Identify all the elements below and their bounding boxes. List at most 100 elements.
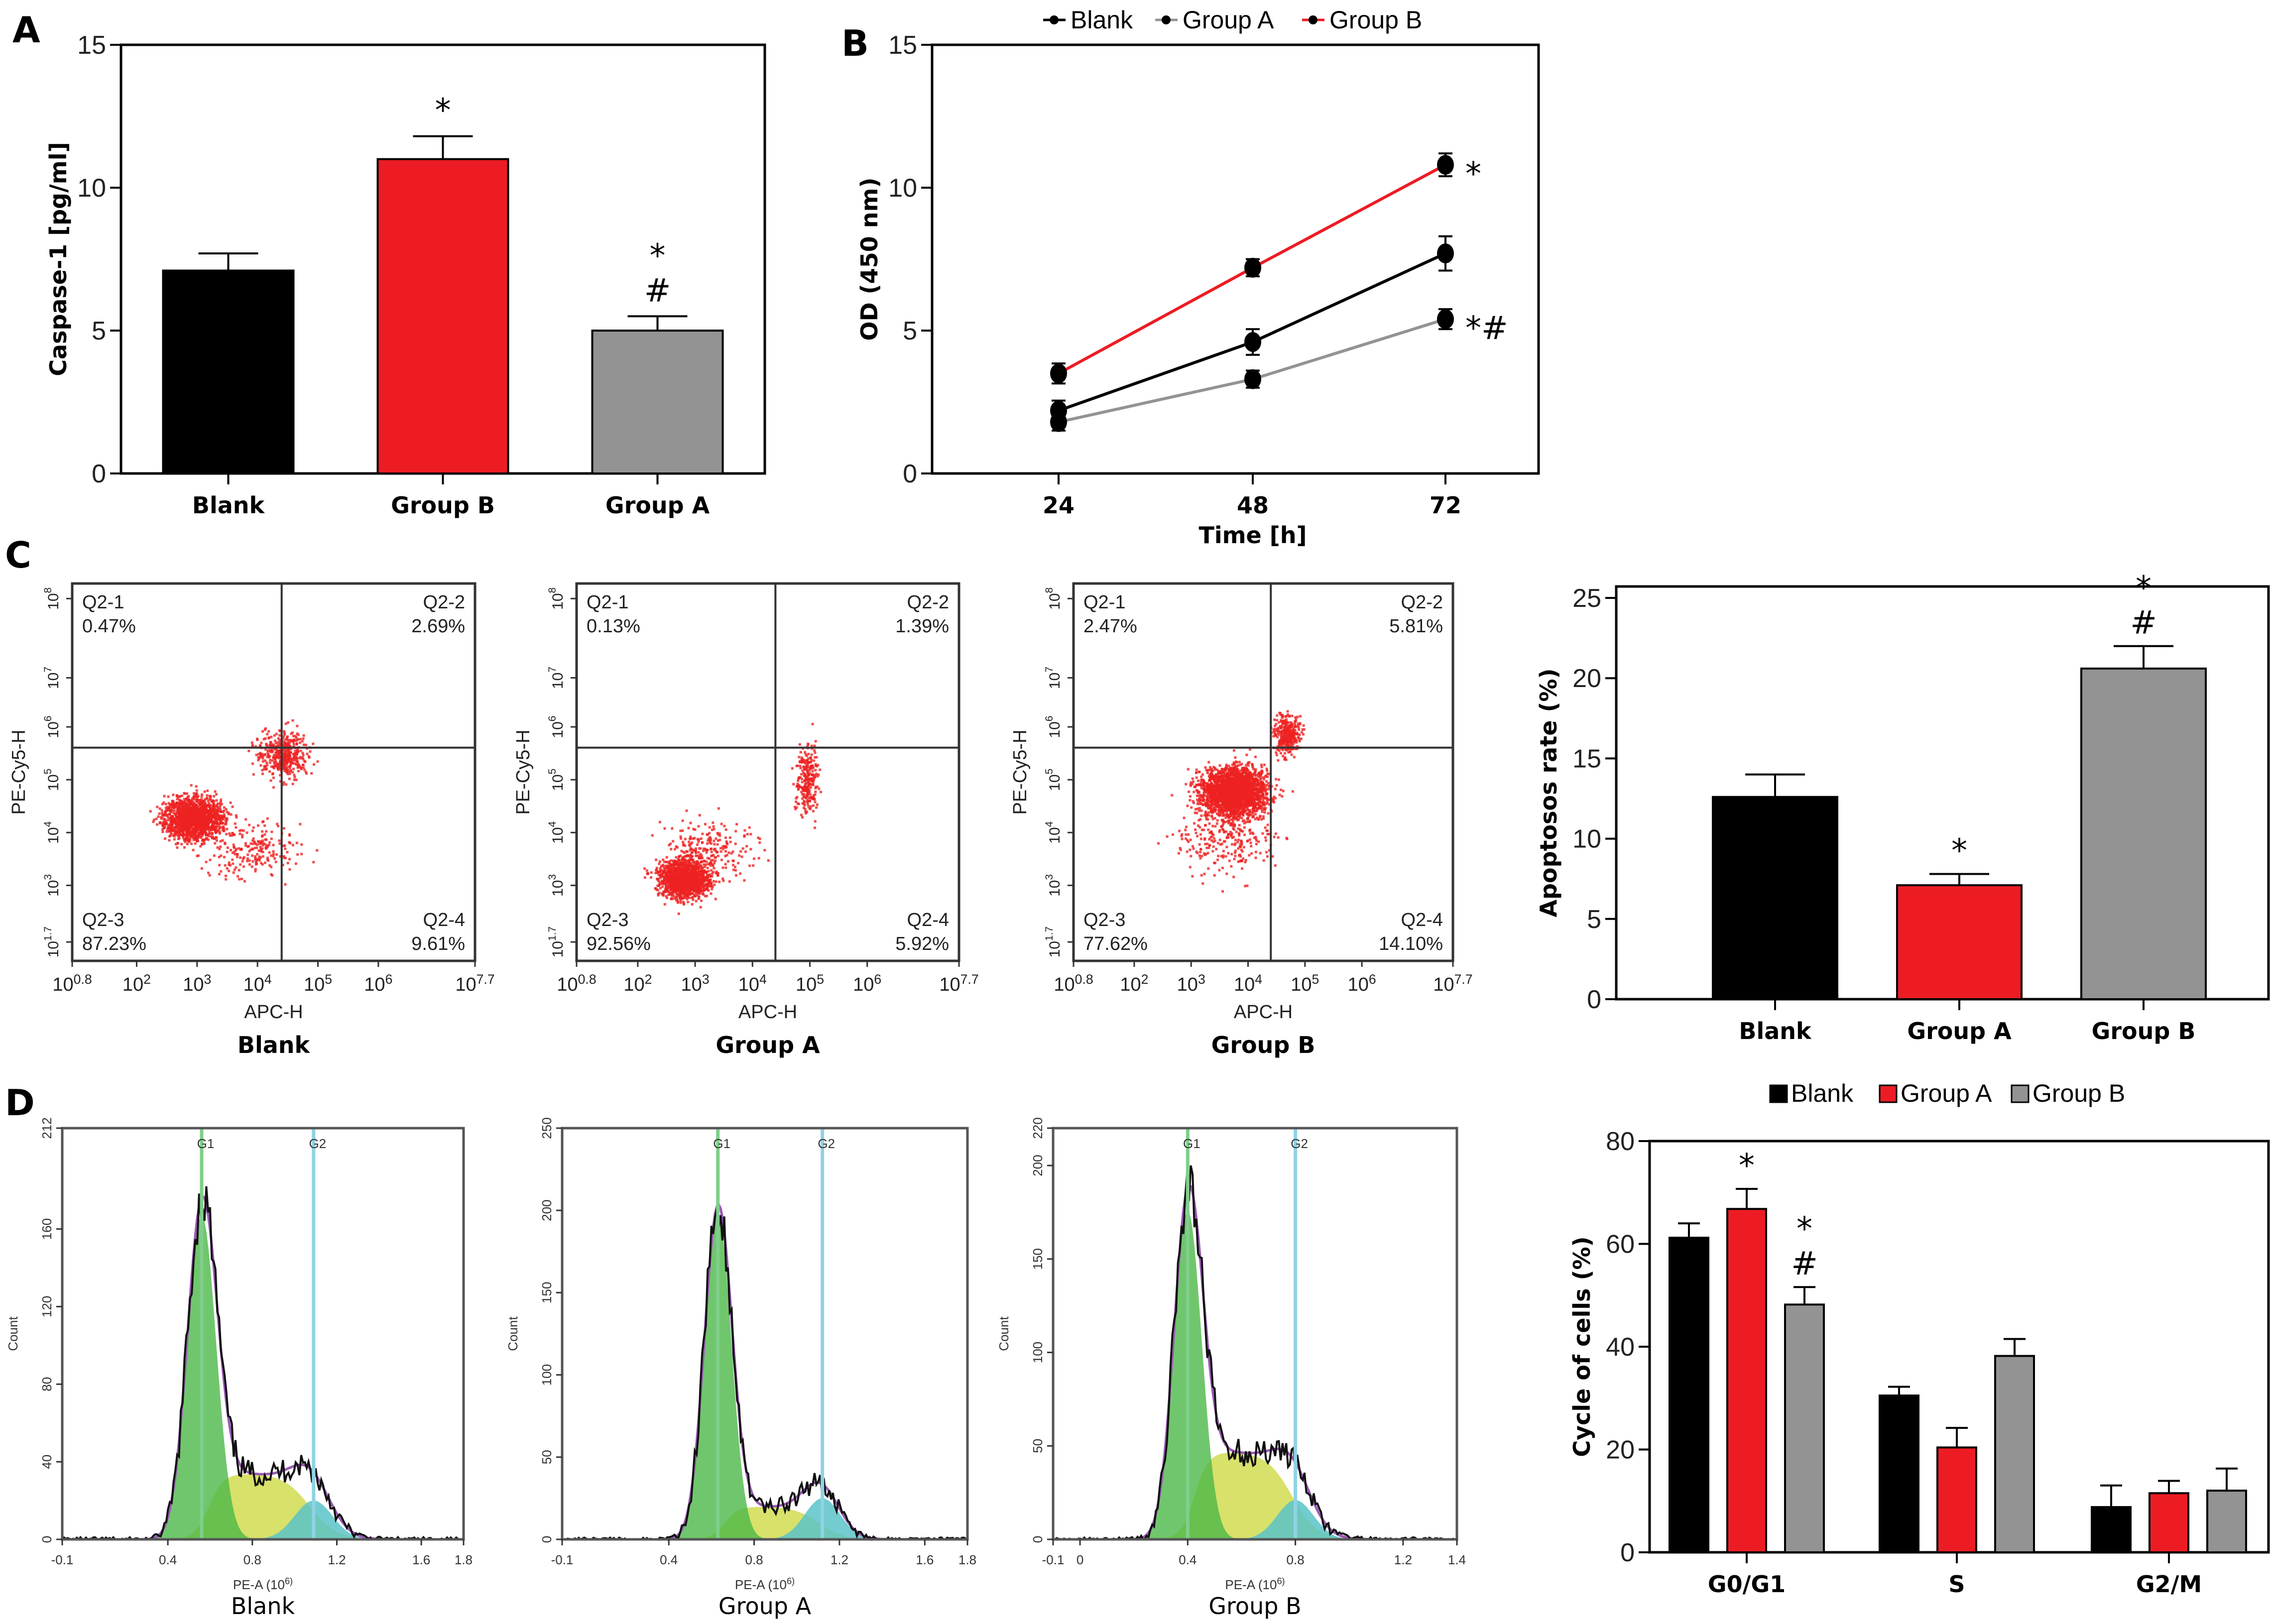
quadrant-name: Q2-1 [82,592,124,613]
flow-event [695,863,698,866]
flow-event [689,883,692,886]
flow-event [672,872,675,875]
flow-event [665,856,668,859]
flow-event [698,865,701,868]
flow-event [689,849,692,852]
flow-event [290,739,293,742]
flow-event [285,736,288,739]
flow-event [705,895,708,898]
flow-event [263,833,266,836]
flow-event [675,860,678,863]
flow-event [285,752,288,755]
flow-event [226,846,229,849]
flow-event [679,884,682,887]
flow-event [192,818,195,821]
flow-event [698,896,701,899]
flow-event [180,843,183,846]
flow-event [808,781,811,784]
flow-event [296,760,299,763]
flow-event [725,840,728,843]
flow-event [254,863,257,866]
flow-event [709,839,712,842]
flow-event [162,817,165,820]
flow-event [298,766,301,769]
flow-event [219,804,222,807]
flow-event [666,896,669,899]
flow-event [268,864,271,867]
flow-event [654,872,657,875]
flow-event [677,864,680,867]
flow-event [179,815,182,818]
flow-event [809,767,812,770]
flow-event [213,854,216,857]
flow-event [194,838,197,841]
flow-event [686,887,689,890]
flow-event [665,872,668,875]
flow-event [683,892,686,895]
flow-event [659,877,662,880]
flow-event [1217,771,1220,774]
quadrant-percent: 87.23% [82,933,146,954]
flow-event [809,756,812,759]
flow-event [254,868,257,871]
flow-event [650,876,653,879]
quadrant-name: Q2-4 [907,910,949,930]
flow-event [220,798,223,801]
flow-event [284,856,287,859]
flow-event [187,809,190,812]
flow-event [295,841,298,844]
flow-event [1262,817,1265,820]
flow-event [200,813,203,816]
flow-event [676,862,679,865]
flow-event [730,852,733,855]
flow-event [739,850,742,853]
flow-event [197,812,200,814]
flow-event [811,770,814,773]
flow-event [186,811,189,814]
flow-event [655,869,658,872]
flow-event [679,829,682,832]
flow-xtick-label: 106 [853,972,881,995]
significance-annotation: *# [1465,310,1508,347]
flow-event [219,818,222,821]
flow-event [272,843,275,846]
panel-letter-b: B [841,22,869,64]
flow-event [193,815,196,818]
flow-event [204,810,207,813]
flow-event [220,854,223,857]
flow-event [738,854,741,857]
flow-event [259,848,262,851]
flow-event [1211,769,1214,772]
flow-event [176,807,179,810]
flow-event [293,776,296,779]
od-ytick-label: 10 [888,174,917,203]
flow-plot-frame [575,582,960,962]
flow-event [682,855,685,858]
flow-event [664,865,667,868]
flow-event [211,810,214,812]
flow-event [170,827,173,830]
flow-x-axis-title: APC-H [738,1002,797,1023]
flow-event [223,813,226,816]
flow-event [227,812,230,814]
flow-event [272,850,275,853]
flow-event [220,816,223,819]
flow-event [812,804,815,807]
flow-event [261,820,264,823]
flow-event [213,837,216,840]
flow-event [304,760,307,763]
flow-event [166,808,169,811]
flow-event [200,807,203,810]
flow-event [214,790,217,793]
flow-event [178,812,181,815]
flow-event [316,760,319,763]
flow-event [686,850,689,853]
flow-event [285,748,288,751]
flow-event [198,799,201,802]
flow-event [225,821,228,824]
flow-event [1275,784,1278,787]
flow-event [657,894,660,897]
quadrant-name: Q2-1 [587,592,628,613]
flow-event [229,834,232,837]
flow-event [208,821,211,824]
